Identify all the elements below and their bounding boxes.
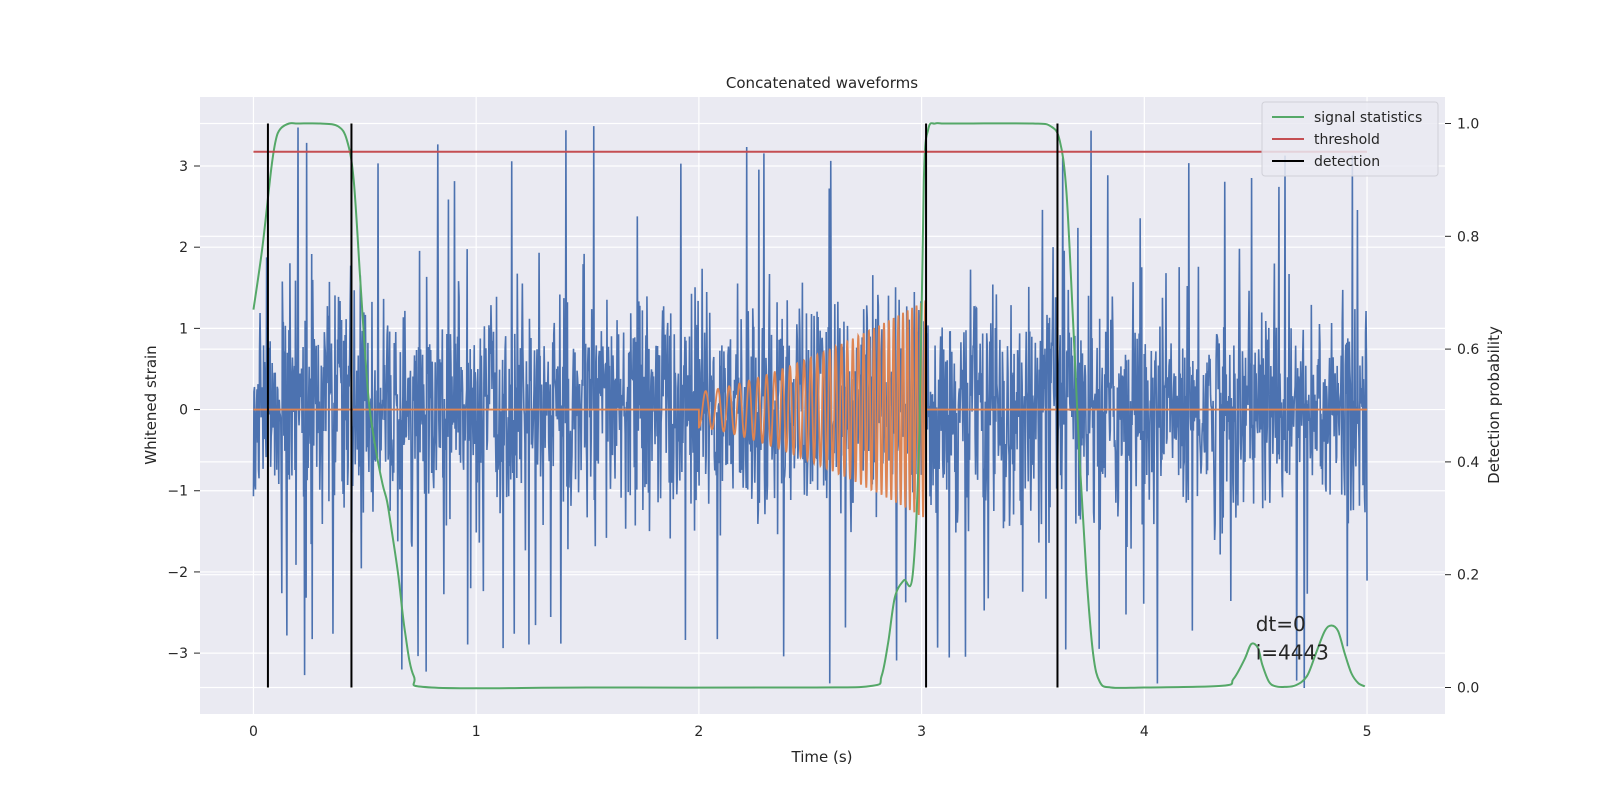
series xyxy=(252,122,1368,690)
y-axis-title-right: Detection probability xyxy=(1485,326,1503,484)
annotation-text: dt=0 xyxy=(1256,612,1306,636)
annotations: dt=0 i=4443 xyxy=(1256,612,1329,664)
x-tick-label: 0 xyxy=(249,724,258,740)
annotation-text: i=4443 xyxy=(1256,640,1329,664)
y-tick-label-left: −3 xyxy=(167,646,188,662)
x-tick-label: 1 xyxy=(472,724,481,740)
x-tick-label: 5 xyxy=(1363,724,1372,740)
chart-title: Concatenated waveforms xyxy=(726,74,918,92)
legend: signal statistics threshold detection xyxy=(1261,101,1439,177)
y-tick-label-left: 0 xyxy=(179,403,188,419)
legend-label: detection xyxy=(1314,154,1380,170)
strain-series xyxy=(252,126,1368,689)
injected-waveform-series xyxy=(253,300,1368,518)
y-tick-label-right: 0.8 xyxy=(1457,229,1479,245)
x-tick-label: 3 xyxy=(917,724,926,740)
y-axis-title-left: Whitened strain xyxy=(142,345,160,464)
y-tick-label-right: 0.2 xyxy=(1457,568,1479,584)
y-tick-label-left: −2 xyxy=(167,565,188,581)
signal-statistics-line xyxy=(252,122,1366,690)
y-tick-label-left: 3 xyxy=(179,159,188,175)
x-axis-title: Time (s) xyxy=(791,748,853,766)
y-tick-label-right: 1.0 xyxy=(1457,117,1479,133)
legend-label: threshold xyxy=(1314,132,1380,148)
y-tick-label-left: 1 xyxy=(179,321,188,337)
x-tick-label: 2 xyxy=(694,724,703,740)
y-tick-label-left: 2 xyxy=(179,240,188,256)
ticks: 0 1 2 3 4 5 −3 −2 −1 0 1 2 3 0.0 0.2 0.4 0.6 0.8 1.0 xyxy=(167,117,1479,740)
legend-box xyxy=(1261,101,1439,177)
y-tick-label-right: 0.4 xyxy=(1457,455,1479,471)
y-tick-label-right: 0.6 xyxy=(1457,342,1479,358)
x-tick-label: 4 xyxy=(1140,724,1149,740)
y-tick-label-left: −1 xyxy=(167,484,188,500)
y-tick-label-right: 0.0 xyxy=(1457,680,1479,696)
legend-label: signal statistics xyxy=(1314,110,1422,126)
